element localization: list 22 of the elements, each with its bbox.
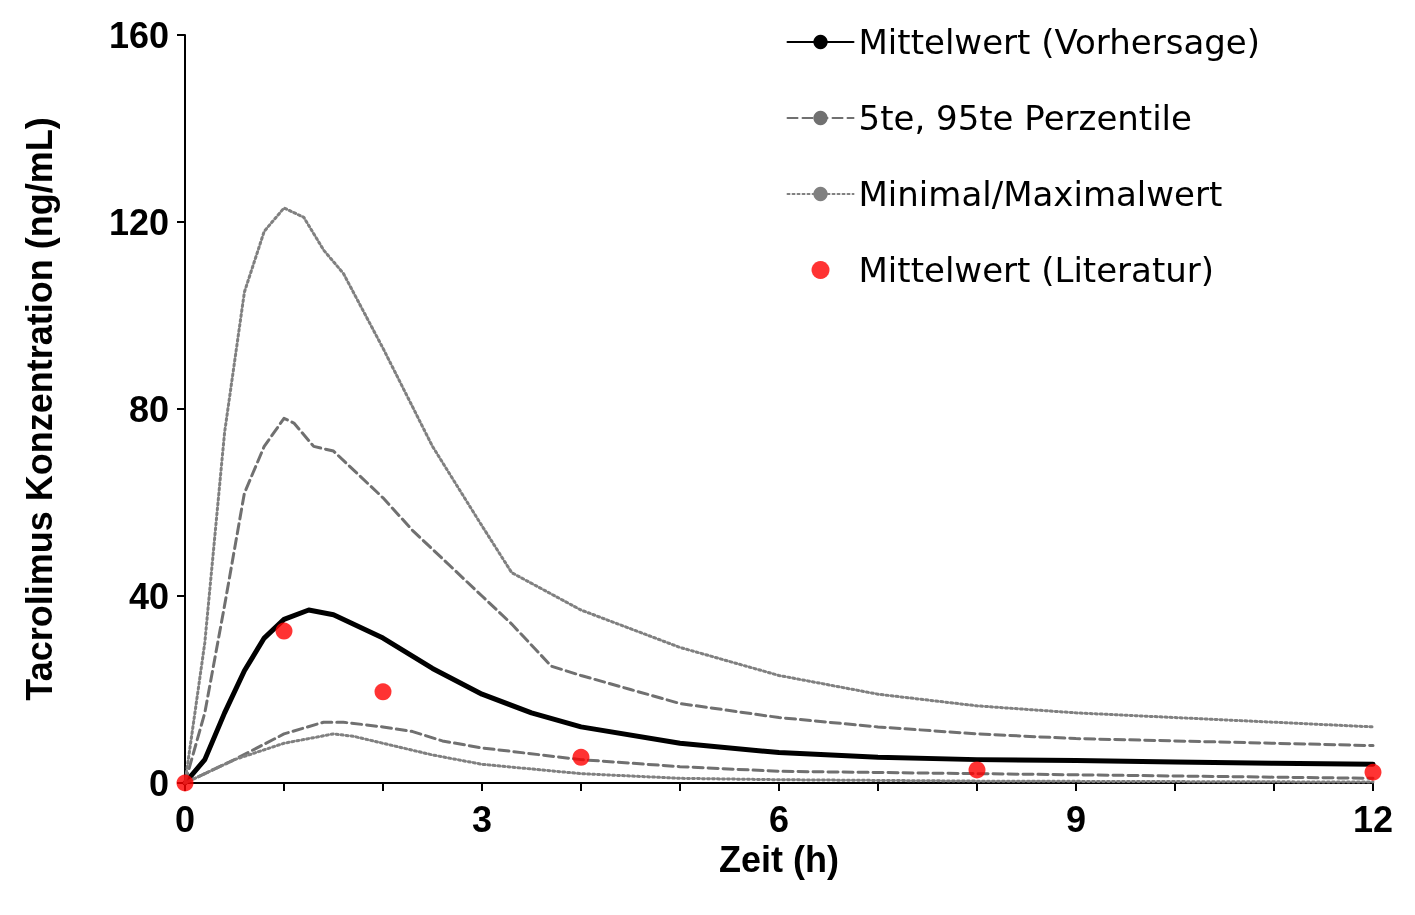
legend-label: Mittelwert (Literatur) [858,250,1215,290]
x-tick-label: 0 [174,798,196,840]
point [176,774,194,792]
x-tick-label: 6 [768,798,790,840]
y-tick-label: 40 [128,575,169,617]
point [1364,763,1382,781]
point [572,748,590,766]
x-tick-label: 9 [1065,798,1087,840]
x-axis-title: Zeit (h) [719,839,839,881]
y-tick-label: 160 [108,14,169,56]
point [374,683,392,701]
legend-label: 5te, 95te Perzentile [858,98,1192,138]
legend-label: Minimal/Maximalwert [858,174,1223,214]
y-tick-label: 80 [128,388,169,430]
y-axis-title: Tacrolimus Konzentration (ng/mL) [18,117,60,701]
y-tick-label: 0 [148,762,169,804]
point [275,622,293,640]
y-tick-label: 120 [108,201,169,243]
legend-label: Mittelwert (Vorhersage) [858,22,1261,62]
x-tick-label: 3 [471,798,493,840]
point [968,761,986,779]
x-tick-label: 12 [1352,798,1394,840]
